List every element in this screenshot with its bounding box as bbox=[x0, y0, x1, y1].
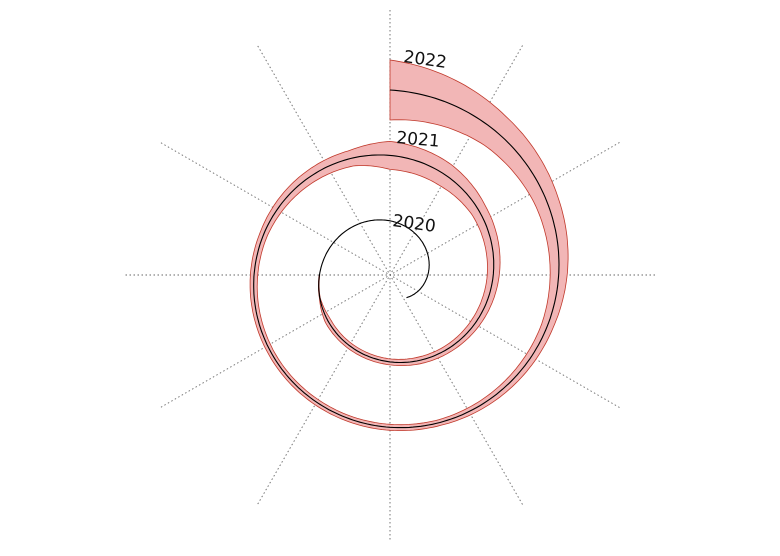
year-label-2020: 2020 bbox=[391, 211, 437, 237]
gridline-5 bbox=[257, 45, 523, 505]
trend-line bbox=[253, 89, 560, 429]
confidence-band bbox=[249, 59, 569, 431]
year-label-2021: 2021 bbox=[396, 128, 441, 152]
